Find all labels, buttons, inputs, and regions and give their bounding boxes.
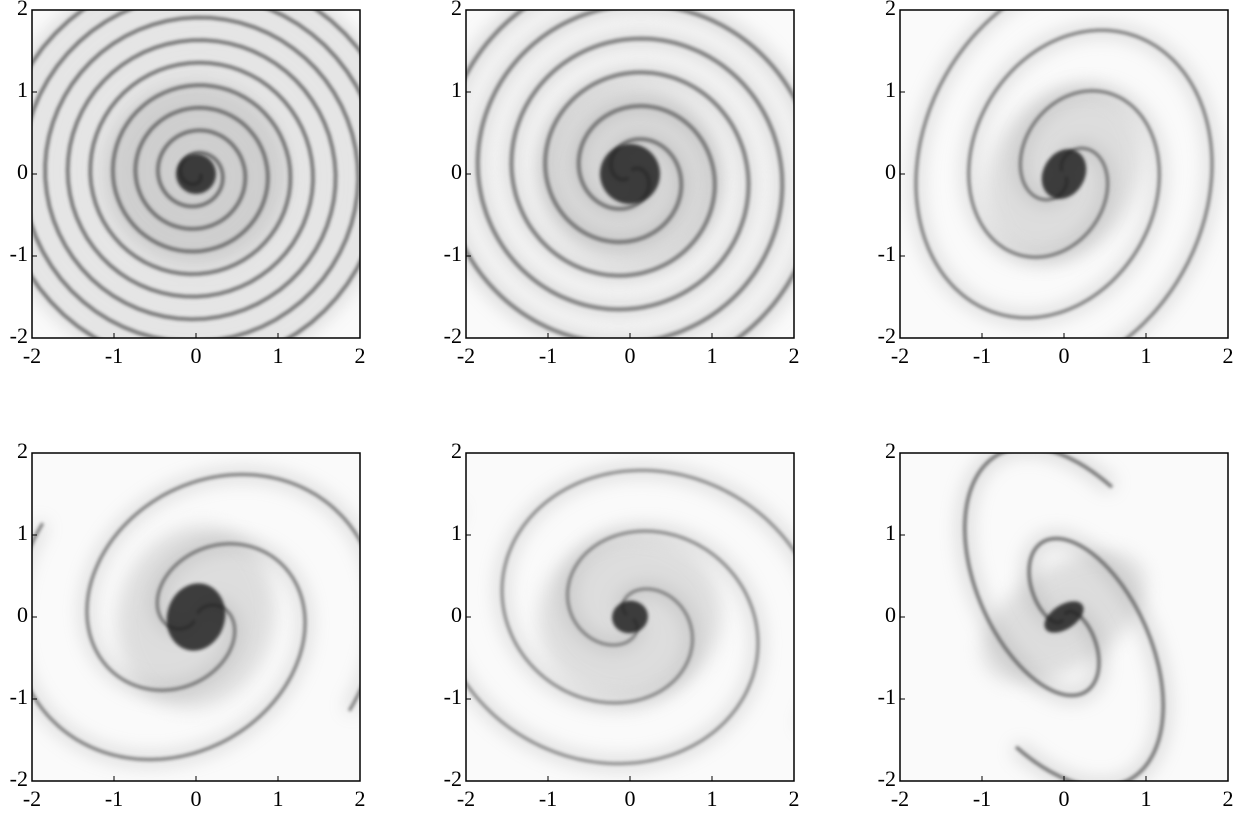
y-tick-label: -1 — [878, 684, 896, 709]
y-tick-label: -2 — [878, 323, 896, 348]
x-tick-label: -2 — [891, 343, 909, 368]
x-tick-label: 2 — [355, 343, 366, 368]
y-tick-label: 2 — [17, 438, 28, 463]
x-tick-label: -1 — [973, 343, 991, 368]
x-tick-label: -2 — [457, 786, 475, 811]
x-tick-label: 1 — [273, 343, 284, 368]
x-tick-label: 0 — [191, 343, 202, 368]
y-tick-label: 1 — [17, 77, 28, 102]
y-tick-label: -2 — [444, 766, 462, 791]
y-tick-label: 0 — [885, 602, 896, 627]
y-tick-label: -2 — [878, 766, 896, 791]
y-tick-label: 2 — [451, 0, 462, 20]
y-tick-label: -1 — [10, 241, 28, 266]
y-tick-label: -2 — [10, 323, 28, 348]
x-tick-label: -2 — [457, 343, 475, 368]
spiral-arm — [963, 453, 1114, 698]
x-tick-label: 0 — [1059, 343, 1070, 368]
panel: -2 -1 0 1 2 -2 -1 0 1 2 — [10, 438, 366, 811]
x-tick-label: 1 — [707, 786, 718, 811]
y-tick-label: 0 — [451, 602, 462, 627]
y-tick-label: 2 — [885, 438, 896, 463]
y-tick-label: -1 — [10, 684, 28, 709]
spiral-arm — [1014, 536, 1165, 781]
spiral-arm — [466, 10, 785, 338]
density-image — [900, 10, 1228, 338]
y-tick-label: 1 — [451, 520, 462, 545]
x-tick-label: -2 — [23, 343, 41, 368]
density-image — [32, 10, 360, 338]
y-tick-label: 2 — [885, 0, 896, 20]
spiral-arm — [32, 522, 307, 761]
x-tick-label: 0 — [625, 343, 636, 368]
x-tick-label: 2 — [1223, 343, 1234, 368]
y-tick-label: -1 — [444, 684, 462, 709]
spiral-arm — [500, 468, 794, 705]
x-tick-label: -1 — [105, 343, 123, 368]
panel: -2 -1 0 1 2 -2 -1 0 1 2 — [878, 438, 1234, 811]
y-tick-label: 1 — [17, 520, 28, 545]
spiral-arm — [914, 10, 1161, 320]
spiral-arm — [967, 28, 1214, 338]
x-tick-label: 1 — [273, 786, 284, 811]
y-tick-label: 0 — [451, 159, 462, 184]
density-image — [466, 453, 794, 781]
core — [1044, 601, 1084, 633]
spiral-arm — [85, 473, 360, 712]
x-tick-label: -2 — [23, 786, 41, 811]
density-image — [32, 453, 360, 781]
y-tick-label: -2 — [444, 323, 462, 348]
x-tick-label: 2 — [1223, 786, 1234, 811]
x-tick-label: 2 — [789, 343, 800, 368]
x-tick-label: 0 — [1059, 786, 1070, 811]
y-tick-label: -1 — [878, 241, 896, 266]
spiral-arm — [32, 10, 360, 338]
x-tick-label: 0 — [191, 786, 202, 811]
x-tick-label: -1 — [539, 786, 557, 811]
x-tick-label: 2 — [355, 786, 366, 811]
y-tick-label: 1 — [885, 77, 896, 102]
x-tick-label: -2 — [891, 786, 909, 811]
core — [166, 583, 226, 651]
y-tick-label: 0 — [17, 602, 28, 627]
x-tick-label: -1 — [105, 786, 123, 811]
spiral-arm — [466, 529, 760, 766]
y-tick-label: 0 — [885, 159, 896, 184]
x-tick-label: 2 — [789, 786, 800, 811]
y-tick-label: 1 — [885, 520, 896, 545]
core — [612, 600, 648, 634]
y-tick-label: 2 — [17, 0, 28, 20]
x-tick-label: 1 — [1141, 343, 1152, 368]
core — [600, 144, 660, 204]
y-tick-label: 0 — [17, 159, 28, 184]
density-image — [466, 10, 794, 338]
y-tick-label: -2 — [10, 766, 28, 791]
panel: -2 -1 0 1 2 -2 -1 0 1 2 — [878, 0, 1234, 368]
x-tick-label: 0 — [625, 786, 636, 811]
core — [1041, 149, 1087, 199]
spiral-arm — [475, 10, 794, 338]
y-tick-label: -1 — [444, 241, 462, 266]
x-tick-label: 1 — [1141, 786, 1152, 811]
x-tick-label: -1 — [973, 786, 991, 811]
density-image — [900, 453, 1228, 781]
panel: -2 -1 0 1 2 -2 -1 0 1 2 — [10, 0, 366, 368]
panel: -2 -1 0 1 2 -2 -1 0 1 2 — [444, 438, 800, 811]
x-tick-label: 1 — [707, 343, 718, 368]
x-tick-label: -1 — [539, 343, 557, 368]
panel: -2 -1 0 1 2 -2 -1 0 1 2 — [444, 0, 800, 368]
core — [176, 154, 216, 194]
y-tick-label: 1 — [451, 77, 462, 102]
y-tick-label: 2 — [451, 438, 462, 463]
